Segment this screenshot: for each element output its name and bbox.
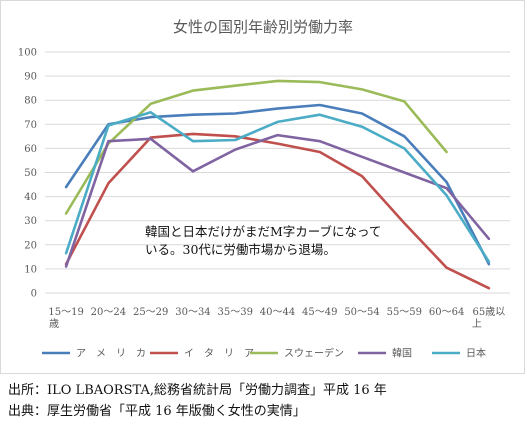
source-line-2: 出典：厚生労働省「平成 16 年版働く女性の実情」	[8, 404, 306, 419]
x-tick-label: 40～44	[260, 307, 295, 318]
x-tick-label: 35～39	[218, 307, 253, 318]
series-lines	[64, 79, 491, 290]
series-line-0	[64, 103, 491, 266]
y-tick-label: 40	[24, 192, 37, 203]
y-tick-label: 60	[24, 144, 37, 155]
series-line-4	[64, 111, 491, 264]
y-axis-ticks: 0 10 20 30 40 50 60 70 80 90 100	[18, 48, 37, 300]
legend-label: ア メ リ カ	[76, 348, 146, 360]
legend-label: イ タ リ ア	[184, 348, 254, 360]
x-tick-label: 50～54	[344, 307, 379, 318]
annotation-line-1: 韓国と日本だけがまだM字カーブになって	[145, 224, 381, 239]
y-tick-label: 70	[24, 120, 37, 131]
y-tick-label: 50	[24, 168, 37, 179]
female-labor-participation-chart: 女性の国別年齢別労働力率 0 10 20 30 40 50 60 70 80 90 100 15～1…	[18, 18, 510, 360]
y-tick-label: 20	[24, 240, 37, 251]
x-tick-label: 55～59	[387, 307, 422, 318]
x-tick-label: 上	[472, 318, 482, 330]
y-tick-label: 0	[31, 289, 37, 300]
x-tick-label: 30～34	[175, 307, 210, 318]
legend-label: 日本	[466, 347, 486, 360]
annotation: 韓国と日本だけがまだM字カーブになって いる。30代に労働市場から退場。	[145, 224, 381, 257]
x-tick-label: 25～29	[133, 307, 168, 318]
y-tick-label: 10	[24, 264, 37, 275]
annotation-line-2: いる。30代に労働市場から退場。	[145, 242, 336, 257]
source-line-1: 出所：ILO LBAORSTA,総務省統計局「労働力調査」平成 16 年	[8, 383, 387, 398]
legend: ア メ リ カ イ タ リ ア スウェーデン 韓国 日本	[42, 347, 486, 360]
x-tick-label: 歳	[49, 318, 59, 330]
gridlines	[45, 51, 510, 294]
x-axis-ticks: 15～19歳 20～24 25～29 30～34 35～39 40～44 45～49 50～5…	[48, 306, 505, 330]
x-tick-label: 60～64	[429, 307, 464, 318]
legend-label: スウェーデン	[284, 347, 344, 360]
y-tick-label: 100	[18, 48, 37, 59]
x-tick-label: 15～19	[48, 307, 83, 318]
series-line-2	[64, 79, 448, 215]
series-line-1	[64, 132, 491, 290]
y-tick-label: 80	[24, 96, 37, 107]
chart-title: 女性の国別年齢別労働力率	[173, 18, 353, 36]
x-tick-label: 20～24	[91, 307, 126, 318]
y-tick-label: 90	[24, 72, 37, 83]
y-tick-label: 30	[24, 216, 37, 227]
legend-label: 韓国	[392, 348, 412, 360]
x-tick-label: 65歳以	[472, 306, 505, 318]
source-notes: 出所：ILO LBAORSTA,総務省統計局「労働力調査」平成 16 年 出典：…	[8, 380, 523, 422]
series-line-3	[64, 133, 491, 268]
x-tick-label: 45～49	[302, 307, 337, 318]
